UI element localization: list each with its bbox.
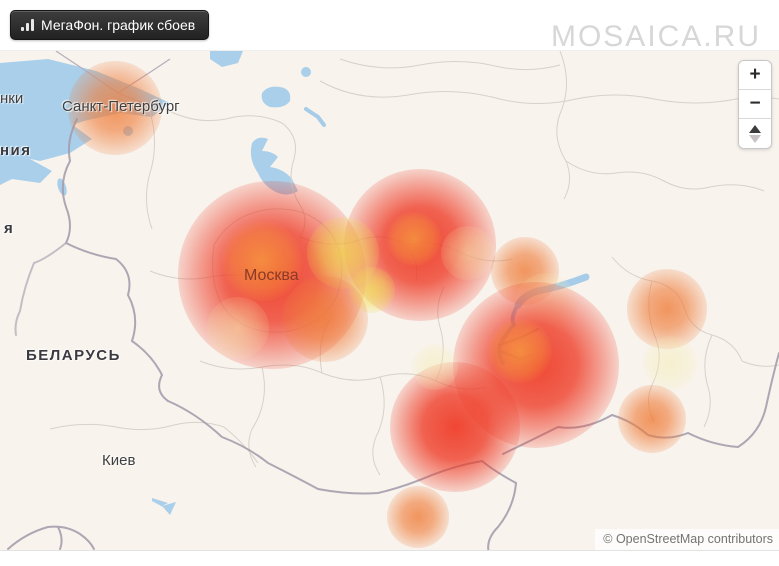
- map-vector-layer: [0, 51, 779, 550]
- triangle-up-icon: [749, 124, 761, 133]
- mosaica-watermark: MOSAICA.RU: [550, 20, 761, 53]
- zoom-control: + −: [738, 60, 772, 149]
- zoom-out-button[interactable]: −: [739, 90, 771, 119]
- osm-attribution-link[interactable]: © OpenStreetMap contributors: [603, 532, 773, 546]
- triangle-down-icon: [749, 134, 761, 143]
- map-attribution: © OpenStreetMap contributors: [595, 529, 779, 550]
- country-borders: [7, 118, 779, 550]
- water-shapes: [0, 51, 311, 515]
- zoom-slider-button[interactable]: [739, 119, 771, 148]
- signal-bars-icon: [21, 19, 34, 31]
- river-volga: [304, 107, 590, 365]
- region-borders: [49, 51, 779, 476]
- megafon-badge: МегаФон. график сбоев: [10, 10, 210, 40]
- badge-label: МегаФон. график сбоев: [41, 17, 196, 33]
- map-canvas[interactable]: Санкт-Петербург Москва БЕЛАРУСЬ Киев нки ния я…: [0, 50, 779, 551]
- zoom-in-button[interactable]: +: [739, 61, 771, 90]
